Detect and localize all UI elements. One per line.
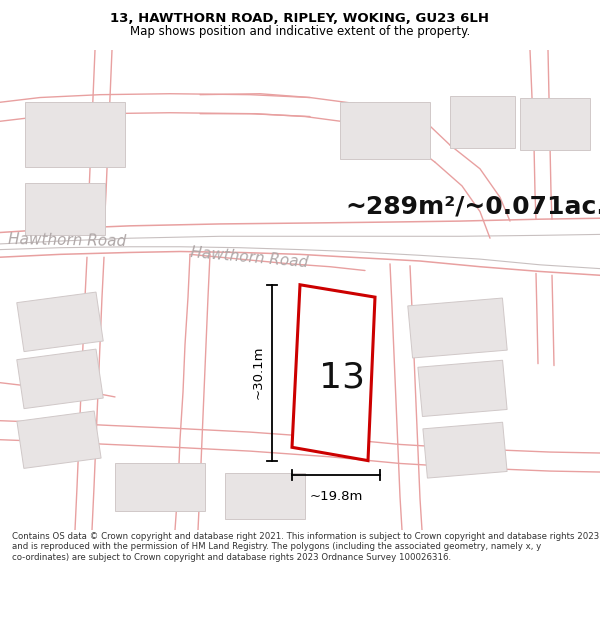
Text: ~19.8m: ~19.8m [310, 490, 362, 503]
Bar [408, 298, 507, 358]
Bar [418, 360, 507, 416]
Text: 13: 13 [319, 360, 365, 394]
Bar [25, 183, 105, 236]
Bar [450, 96, 515, 148]
Bar [115, 464, 205, 511]
Text: ~30.1m: ~30.1m [251, 346, 265, 399]
Bar [520, 98, 590, 150]
Text: Hawthorn Road: Hawthorn Road [8, 232, 127, 249]
Text: 13, HAWTHORN ROAD, RIPLEY, WOKING, GU23 6LH: 13, HAWTHORN ROAD, RIPLEY, WOKING, GU23 … [110, 12, 490, 26]
Text: Hawthorn Road: Hawthorn Road [190, 244, 309, 270]
Bar [17, 411, 101, 468]
Bar [340, 102, 430, 159]
Bar [17, 349, 103, 409]
Text: ~289m²/~0.071ac.: ~289m²/~0.071ac. [345, 195, 600, 219]
Text: Map shows position and indicative extent of the property.: Map shows position and indicative extent… [130, 24, 470, 38]
Bar [423, 422, 507, 478]
Bar [17, 292, 103, 352]
Bar [25, 102, 125, 167]
Polygon shape [292, 285, 375, 461]
Bar [225, 473, 305, 519]
Text: Contains OS data © Crown copyright and database right 2021. This information is : Contains OS data © Crown copyright and d… [12, 532, 599, 562]
